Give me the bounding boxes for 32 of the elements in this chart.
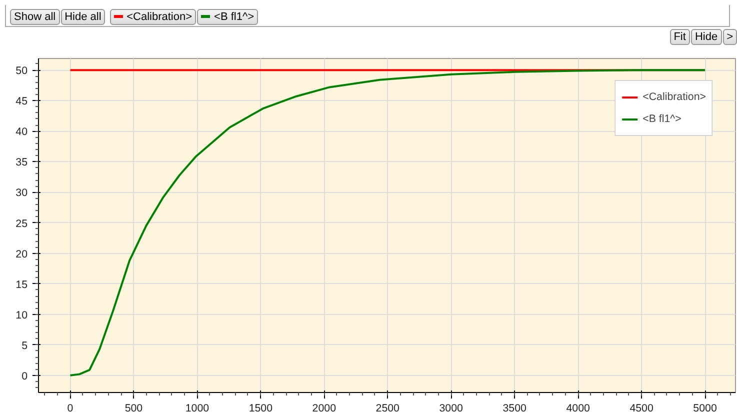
y-tick-label: 40 <box>16 126 28 138</box>
text: Hide <box>690 29 722 45</box>
line-series <box>69 69 706 376</box>
x-tick-label: 500 <box>124 402 143 414</box>
x-tick-label: 4000 <box>566 402 590 414</box>
x-tick-label: 3500 <box>502 402 527 414</box>
text: Hide all <box>60 9 106 25</box>
y-tick-label: 20 <box>16 248 28 260</box>
x-tick-label: 4500 <box>630 402 654 414</box>
text: <Calibration> <box>126 11 192 23</box>
y-tick-label: 15 <box>16 278 28 291</box>
y-tick-label: 5 <box>22 340 28 352</box>
x-tick-label: 2000 <box>312 402 336 414</box>
text: Fit <box>670 29 690 45</box>
y-tick-label: 0 <box>22 370 28 382</box>
y-tick-label: 35 <box>16 156 28 169</box>
text: <B fl1^> <box>214 11 254 23</box>
legend-label: <B fl1^> <box>642 113 682 125</box>
y-tick-label: 45 <box>16 96 28 108</box>
legend-label: <Calibration> <box>642 91 706 103</box>
x-tick-label: 1500 <box>248 402 273 414</box>
x-tick-label: 0 <box>67 402 74 414</box>
x-tick-label: 3000 <box>439 402 464 414</box>
x-tick-label: 5000 <box>693 402 717 414</box>
text: > <box>722 29 737 45</box>
x-tick-label: 1000 <box>185 402 210 414</box>
x-tick-label: 2500 <box>376 402 400 414</box>
text: Show all <box>10 9 60 25</box>
y-tick-label: 30 <box>16 187 28 200</box>
y-tick-label: 50 <box>16 65 28 78</box>
y-tick-label: 25 <box>16 218 28 230</box>
y-tick-label: 10 <box>16 309 28 322</box>
